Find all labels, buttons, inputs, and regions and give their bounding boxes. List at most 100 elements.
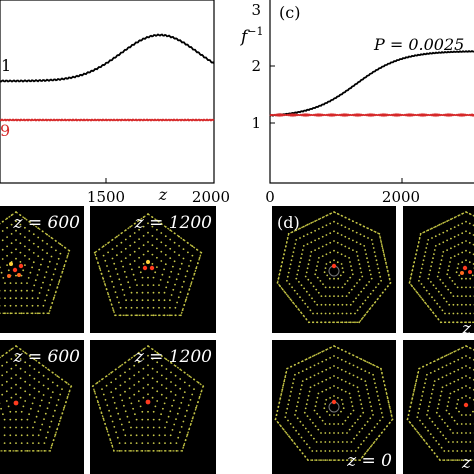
- lattice-site: [28, 413, 30, 416]
- intensity-spot: [7, 274, 11, 278]
- lattice-site: [416, 291, 419, 294]
- lattice-site: [193, 412, 196, 414]
- lattice-site: [328, 423, 331, 425]
- lattice-site: [33, 387, 36, 390]
- lattice-site: [370, 277, 373, 280]
- lattice-site: [434, 424, 436, 426]
- lattice-site: [33, 397, 36, 399]
- lattice-site: [119, 394, 122, 396]
- lattice-site: [133, 232, 136, 234]
- lattice-site: [345, 303, 348, 306]
- lattice-site: [118, 278, 121, 281]
- lattice-site: [42, 312, 45, 315]
- lattice-site: [451, 280, 454, 282]
- lattice-site: [109, 439, 112, 441]
- lattice-site: [307, 321, 310, 324]
- lattice-site: [141, 410, 144, 413]
- lattice-site: [428, 445, 430, 448]
- lattice-site: [345, 321, 348, 324]
- lattice-site: [156, 219, 158, 222]
- lattice-site: [323, 407, 326, 410]
- lattice-site: [175, 278, 178, 281]
- lattice-site: [295, 429, 297, 432]
- lattice-site: [296, 293, 299, 295]
- lattice-site: [367, 261, 369, 264]
- lattice-site: [329, 222, 332, 225]
- lattice-site: [296, 417, 299, 420]
- lattice-site: [111, 238, 114, 241]
- lattice-site: [360, 290, 363, 293]
- lattice-site: [383, 253, 385, 256]
- lattice-site: [37, 442, 40, 444]
- lattice-site: [409, 277, 412, 280]
- lattice-site: [437, 378, 440, 381]
- lattice-site: [388, 405, 391, 408]
- lattice-site: [431, 227, 433, 230]
- lattice-site: [337, 321, 340, 324]
- lattice-site: [128, 397, 131, 399]
- lattice-site: [361, 275, 364, 278]
- lattice-site: [152, 284, 155, 286]
- lattice-site: [457, 263, 460, 265]
- lattice-site: [432, 257, 434, 260]
- lattice-site: [178, 407, 181, 410]
- lattice-site: [438, 443, 440, 446]
- lattice-site: [347, 416, 349, 419]
- lattice-site: [147, 222, 149, 225]
- lattice-site: [32, 434, 34, 437]
- lattice-site: [197, 381, 200, 384]
- lattice-site: [468, 261, 471, 264]
- lattice-site: [19, 251, 22, 254]
- lattice-site: [359, 233, 362, 236]
- lattice-site: [160, 241, 163, 244]
- lattice-site: [120, 251, 123, 253]
- lattice-site: [109, 275, 112, 278]
- lattice-site: [139, 271, 142, 274]
- lattice-site: [315, 401, 318, 403]
- lattice-site: [410, 273, 413, 276]
- lattice-site: [124, 442, 127, 444]
- lattice-site: [333, 450, 335, 452]
- lattice-site: [124, 390, 126, 393]
- lattice-site: [452, 312, 455, 315]
- lattice-site: [461, 261, 464, 264]
- lattice-site: [9, 289, 12, 292]
- lattice-site: [15, 297, 17, 300]
- lattice-site: [465, 459, 467, 461]
- lattice-site: [174, 306, 177, 309]
- panel-c-label: (c): [279, 3, 300, 22]
- lattice-site: [169, 247, 172, 250]
- lattice-site: [374, 231, 377, 233]
- lattice-site: [469, 387, 471, 389]
- lattice-site: [351, 273, 354, 276]
- lattice-site: [448, 412, 451, 415]
- lattice-site: [442, 251, 445, 253]
- lattice-site: [32, 442, 34, 444]
- lattice-site: [68, 390, 71, 393]
- lattice-site: [314, 405, 317, 408]
- lattice-site: [142, 348, 145, 351]
- lattice-site: [174, 365, 177, 367]
- lattice-site: [460, 423, 463, 425]
- lattice-site: [449, 372, 452, 375]
- lattice-site: [169, 450, 172, 452]
- lattice-site: [293, 289, 296, 292]
- lattice-site: [37, 304, 39, 307]
- lattice-site: [277, 277, 280, 280]
- lattice-site: [9, 282, 12, 284]
- lattice-site: [379, 275, 382, 278]
- lattice-site: [169, 434, 172, 437]
- panel-c-ytick-label-3: 3: [251, 1, 261, 19]
- lattice-site: [190, 283, 193, 285]
- lattice-site: [191, 245, 194, 248]
- d-tile-3-label: z = 0: [346, 451, 392, 471]
- lattice-site: [198, 257, 201, 259]
- lattice-site: [49, 284, 52, 286]
- lattice-site: [193, 378, 195, 381]
- lattice-site: [31, 402, 34, 405]
- lattice-site: [46, 252, 48, 255]
- lattice-site: [360, 368, 363, 371]
- lattice-site: [428, 405, 430, 408]
- lattice-site: [28, 355, 31, 357]
- lattice-site: [315, 288, 318, 291]
